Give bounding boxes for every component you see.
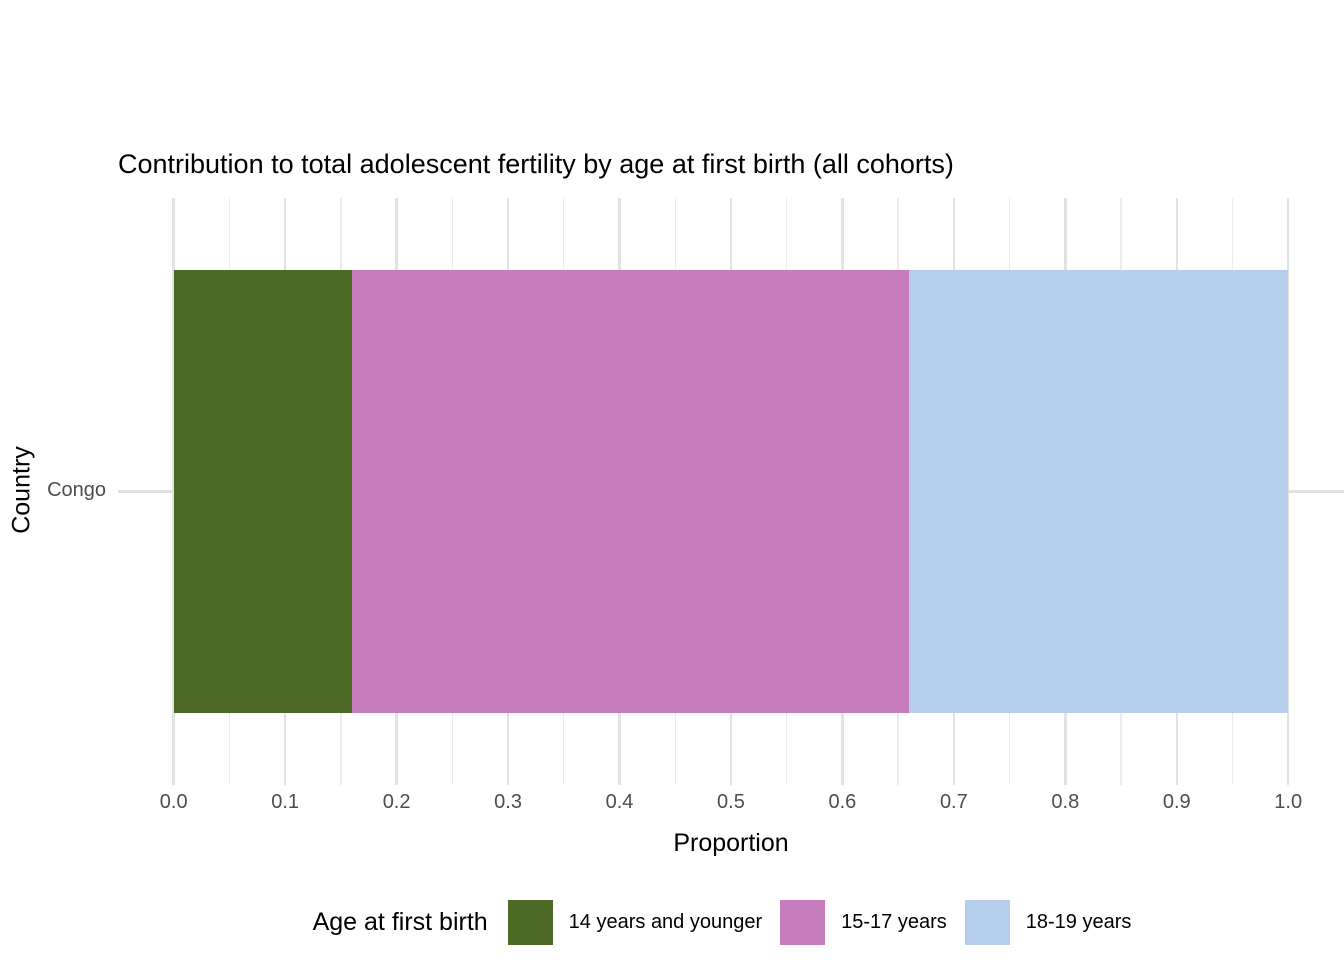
x-tick-label: 0.9 <box>1162 791 1191 813</box>
x-tick-label: 0.0 <box>159 791 188 813</box>
x-tick-label: 0.8 <box>1051 791 1080 813</box>
legend-swatch <box>964 899 1010 945</box>
legend-item-label: 18-19 years <box>1025 910 1132 933</box>
x-tick-label: 0.6 <box>828 791 857 813</box>
legend-swatch <box>507 899 553 945</box>
bar-segment-14-years-and-younger <box>173 270 352 713</box>
y-tick-label-congo: Congo <box>47 479 106 501</box>
stacked-bar <box>118 270 1344 713</box>
x-tick-label: 0.3 <box>494 791 522 813</box>
legend: Age at first birth 14 years and younger 1… <box>118 899 1344 945</box>
plot-panel <box>118 198 1344 785</box>
legend-swatch <box>780 899 826 945</box>
legend-item: 15-17 years <box>780 899 947 945</box>
x-tick-label: 0.1 <box>271 791 300 813</box>
legend-item-label: 15-17 years <box>841 910 947 933</box>
legend-title: Age at first birth <box>312 907 488 936</box>
x-tick-label: 0.2 <box>382 791 411 813</box>
legend-item: 18-19 years <box>964 899 1132 945</box>
x-axis-title: Proportion <box>673 829 789 857</box>
legend-item: 14 years and younger <box>507 899 763 945</box>
x-tick-label: 1.0 <box>1274 791 1303 813</box>
x-tick-label: 0.7 <box>939 791 968 813</box>
bar-segment-18-19-years <box>909 270 1289 713</box>
legend-item-label: 14 years and younger <box>568 910 763 933</box>
chart-title: Contribution to total adolescent fertili… <box>118 149 954 179</box>
x-axis-ticks: 0.0 0.1 0.2 0.3 0.4 0.5 0.6 0.7 0.8 0.9 1.0 <box>0 791 1344 817</box>
x-tick-label: 0.5 <box>717 791 745 813</box>
x-tick-label: 0.4 <box>605 791 634 813</box>
bar-segment-15-17-years <box>352 270 910 713</box>
